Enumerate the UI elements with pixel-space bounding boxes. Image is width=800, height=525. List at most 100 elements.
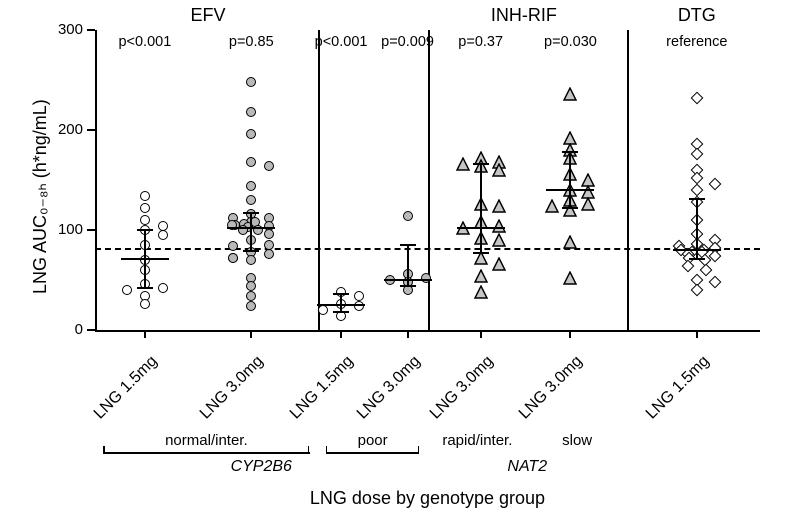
iqr-bar <box>569 152 571 208</box>
data-point-diamond <box>708 276 721 289</box>
data-point-triangle <box>581 197 595 211</box>
data-point-circle <box>246 181 256 191</box>
x-tick <box>340 330 342 338</box>
x-tick <box>250 330 252 338</box>
iqr-cap-bottom <box>243 250 259 252</box>
iqr-bar <box>407 245 409 286</box>
data-point-triangle <box>492 257 506 271</box>
data-point-triangle <box>492 163 506 177</box>
data-point-triangle <box>474 285 488 299</box>
iqr-cap-top <box>243 212 259 214</box>
iqr-bar <box>696 199 698 259</box>
y-tick <box>87 29 95 31</box>
y-tick-label: 100 <box>58 221 83 238</box>
gene-label: CYP2B6 <box>201 458 321 476</box>
data-point-diamond <box>690 148 703 161</box>
data-point-circle <box>228 241 238 251</box>
data-point-circle <box>246 281 256 291</box>
y-tick-label: 0 <box>75 321 83 338</box>
p-value-label: p=0.85 <box>206 34 296 50</box>
y-axis-title: LNG AUC₀₋₈ₕ (h*ng/mL) <box>30 99 51 294</box>
data-point-circle <box>354 291 364 301</box>
data-point-circle <box>246 129 256 139</box>
iqr-cap-top <box>400 244 416 246</box>
data-point-triangle <box>492 233 506 247</box>
section-divider <box>428 30 430 330</box>
iqr-bar <box>250 213 252 251</box>
data-point-triangle <box>456 157 470 171</box>
data-point-triangle <box>563 235 577 249</box>
x-axis-title: LNG dose by genotype group <box>95 488 760 509</box>
iqr-bar <box>144 230 146 288</box>
data-point-diamond <box>681 260 694 273</box>
p-value-label: p=0.030 <box>525 34 615 50</box>
genotype-sublabel: slow <box>512 432 642 449</box>
data-point-circle <box>264 229 274 239</box>
data-point-circle <box>264 249 274 259</box>
data-point-circle <box>140 215 150 225</box>
data-point-triangle <box>474 269 488 283</box>
scatter-chart: 0 100 200 300 LNG AUC₀₋₈ₕ (h*ng/mL) EFV INH-RI… <box>0 0 800 525</box>
iqr-cap-bottom <box>400 285 416 287</box>
data-point-circle <box>246 107 256 117</box>
iqr-cap-bottom <box>473 252 489 254</box>
data-point-circle <box>246 77 256 87</box>
genotype-bracket <box>103 452 310 454</box>
iqr-cap-bottom <box>333 311 349 313</box>
iqr-cap-top <box>562 151 578 153</box>
iqr-cap-bottom <box>562 207 578 209</box>
iqr-cap-top <box>689 198 705 200</box>
data-point-circle <box>158 283 168 293</box>
data-point-triangle <box>545 199 559 213</box>
section-divider <box>318 30 320 330</box>
section-top-label: EFV <box>158 5 258 26</box>
x-tick <box>696 330 698 338</box>
section-top-label: DTG <box>647 5 747 26</box>
iqr-cap-top <box>137 229 153 231</box>
data-point-circle <box>318 305 328 315</box>
x-axis-line <box>95 330 760 332</box>
iqr-cap-top <box>333 293 349 295</box>
data-point-circle <box>140 191 150 201</box>
y-tick <box>87 329 95 331</box>
data-point-circle <box>158 230 168 240</box>
iqr-bar <box>480 164 482 253</box>
data-point-triangle <box>563 87 577 101</box>
data-point-circle <box>246 255 256 265</box>
data-point-circle <box>264 161 274 171</box>
p-value-label: p=0.37 <box>436 34 526 50</box>
x-tick <box>480 330 482 338</box>
data-point-circle <box>246 301 256 311</box>
iqr-cap-top <box>473 163 489 165</box>
data-point-diamond <box>708 178 721 191</box>
data-point-circle <box>228 253 238 263</box>
data-point-triangle <box>563 271 577 285</box>
section-top-label: INH-RIF <box>474 5 574 26</box>
data-point-diamond <box>690 284 703 297</box>
data-point-circle <box>246 195 256 205</box>
data-point-circle <box>122 285 132 295</box>
section-divider <box>627 30 629 330</box>
y-tick-label: 300 <box>58 21 83 38</box>
p-value-label: reference <box>652 34 742 50</box>
genotype-sublabel: normal/inter. <box>141 432 271 449</box>
y-tick-label: 200 <box>58 121 83 138</box>
data-point-circle <box>140 299 150 309</box>
x-tick <box>407 330 409 338</box>
gene-label: NAT2 <box>467 458 587 476</box>
data-point-circle <box>246 291 256 301</box>
data-point-circle <box>140 203 150 213</box>
x-tick <box>569 330 571 338</box>
iqr-cap-bottom <box>137 287 153 289</box>
data-point-circle <box>403 211 413 221</box>
data-point-diamond <box>690 92 703 105</box>
reference-line <box>95 248 760 250</box>
data-point-diamond <box>699 264 712 277</box>
y-tick <box>87 129 95 131</box>
y-axis-line <box>95 30 97 330</box>
iqr-cap-bottom <box>689 258 705 260</box>
x-tick <box>144 330 146 338</box>
data-point-circle <box>246 157 256 167</box>
p-value-label: p<0.001 <box>100 34 190 50</box>
y-tick <box>87 229 95 231</box>
